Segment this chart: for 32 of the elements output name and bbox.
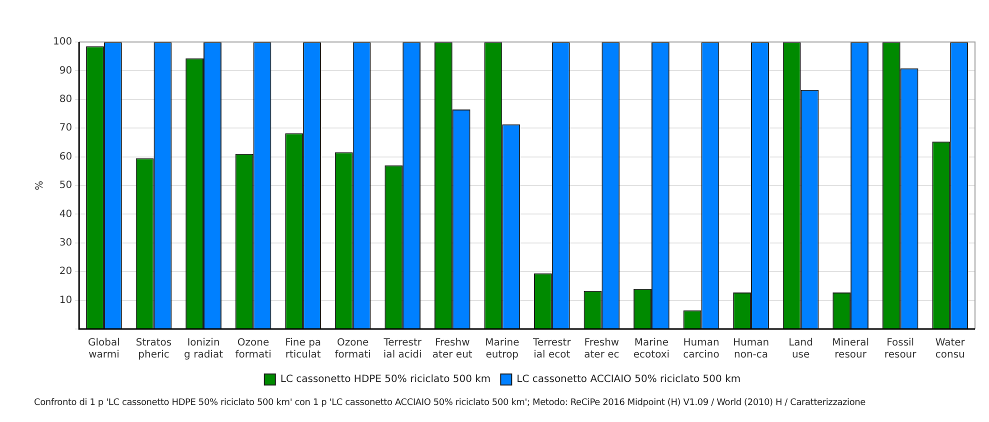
y-tick-label: 50 [59, 180, 72, 192]
x-tick-label: Human carcino [683, 338, 720, 361]
x-tick-label: Ozone formati [334, 338, 371, 361]
x-tick-label: Land use [788, 338, 813, 361]
y-tick-label: 10 [59, 294, 72, 306]
x-tick-label: Stratos pheric [136, 338, 172, 361]
y-tick-label: 40 [59, 208, 72, 220]
x-tick-label: Ionizin g radiat [184, 338, 224, 361]
y-tick-label: 80 [59, 94, 72, 105]
x-tick-label: Ozone formati [235, 338, 272, 361]
x-tick-label: Freshw ater eut [432, 338, 472, 361]
y-tick-label: 60 [59, 151, 72, 162]
y-tick-label: 70 [59, 122, 72, 134]
x-tick-label: Human non-ca [732, 338, 770, 361]
x-tick-label: Terrestr ial ecot [532, 338, 572, 361]
y-tick-label: 90 [59, 65, 72, 76]
x-tick-label: Mineral resour [832, 338, 870, 361]
legend-label: LC cassonetto HDPE 50% riciclato 500 km [280, 374, 491, 386]
x-tick-label: Marine eutrop [485, 338, 520, 361]
x-tick-label: Fossil resour [884, 338, 918, 361]
x-tick-label: Global warmi [88, 338, 120, 361]
legend-label: LC cassonetto ACCIAIO 50% riciclato 500 km [516, 374, 741, 386]
y-tick-label: 20 [59, 266, 72, 278]
y-tick-label: 100 [52, 36, 72, 48]
x-tick-label: Marine ecotoxi [633, 338, 670, 361]
x-tick-label: Water consu [935, 338, 966, 361]
x-tick-label: Fine pa rticulat [285, 338, 322, 361]
x-tick-label: Freshw ater ec [584, 338, 620, 361]
text: Confronto di 1 p 'LC cassonetto HDPE 50% riciclato 500 km' con 1 p 'LC cassonetto ACCIAIO 50% riciclato 500 km'; Metodo: ReCiPe 2016 Midpoint (H) V1.09 / World (2010) H / Caratterizzazione [34, 398, 866, 408]
y-tick-label: 30 [59, 237, 72, 248]
x-tick-label: Terrestr ial acidi [382, 338, 422, 361]
y-axis-title: % [34, 180, 46, 190]
